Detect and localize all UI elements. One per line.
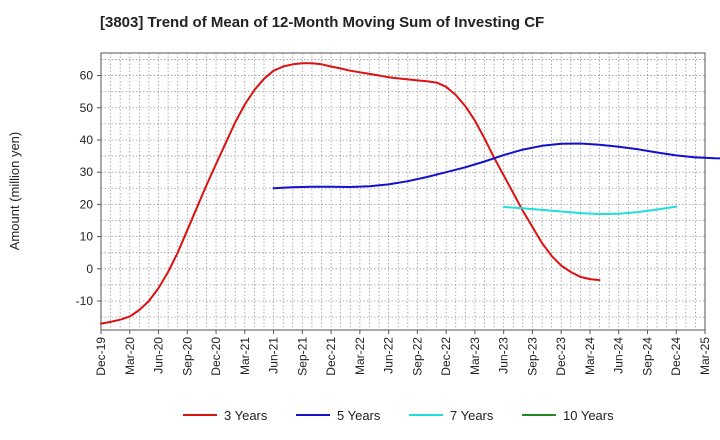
y-tick-label: 30	[80, 165, 94, 179]
x-tick-label: Sep-24	[640, 337, 654, 376]
legend-label-7-years: 7 Years	[450, 408, 494, 423]
y-tick-label: -10	[76, 294, 94, 308]
y-tick-labels: -10 0 10 20 30 40 50 60	[76, 69, 101, 308]
y-tick-label: 40	[80, 133, 94, 147]
y-tick-label: 0	[86, 262, 93, 276]
x-tick-label: Mar-24	[583, 337, 597, 375]
series-layer	[100, 62, 720, 325]
y-tick-label: 60	[80, 69, 94, 83]
y-tick-label: 50	[80, 101, 94, 115]
x-tick-label: Dec-22	[439, 337, 453, 376]
y-tick-label: 20	[80, 197, 94, 211]
series-line-5-years	[272, 142, 720, 190]
plot-frame	[100, 52, 706, 331]
x-tick-label: Mar-21	[238, 337, 252, 375]
x-tick-label: Jun-22	[382, 337, 396, 374]
grid-layer	[100, 53, 706, 330]
legend-label-10-years: 10 Years	[563, 408, 614, 423]
x-tick-label: Mar-25	[698, 337, 712, 375]
x-tick-label: Sep-22	[410, 337, 424, 376]
series-line-3-years	[100, 62, 601, 325]
x-tick-label: Jun-21	[267, 337, 281, 374]
y-axis-title: Amount (million yen)	[7, 132, 22, 251]
y-tick-label: 10	[80, 230, 94, 244]
x-tick-label: Sep-23	[525, 337, 539, 376]
x-tick-label: Jun-24	[612, 337, 626, 374]
x-tick-label: Jun-20	[152, 337, 166, 374]
legend-label-5-years: 5 Years	[337, 408, 381, 423]
x-tick-label: Dec-24	[669, 337, 683, 376]
x-tick-label: Sep-20	[180, 337, 194, 376]
x-tick-label: Mar-20	[123, 337, 137, 375]
x-tick-label: Dec-23	[554, 337, 568, 376]
x-tick-label: Dec-19	[94, 337, 108, 376]
x-tick-label: Jun-23	[497, 337, 511, 374]
x-tick-label: Sep-21	[295, 337, 309, 376]
chart-title: [3803] Trend of Mean of 12-Month Moving …	[100, 14, 545, 31]
x-tick-label: Dec-21	[324, 337, 338, 376]
series-line-7-years	[502, 205, 678, 215]
legend-label-3-years: 3 Years	[224, 408, 268, 423]
x-tick-label: Mar-23	[468, 337, 482, 375]
x-tick-label: Mar-22	[353, 337, 367, 375]
x-tick-label: Dec-20	[209, 337, 223, 376]
x-tick-labels: Dec-19 Mar-20 Jun-20 Sep-20 Dec-20 Mar-21 Jun-…	[94, 330, 712, 376]
legend: 3 Years 5 Years 7 Years 10 Years	[183, 408, 614, 423]
